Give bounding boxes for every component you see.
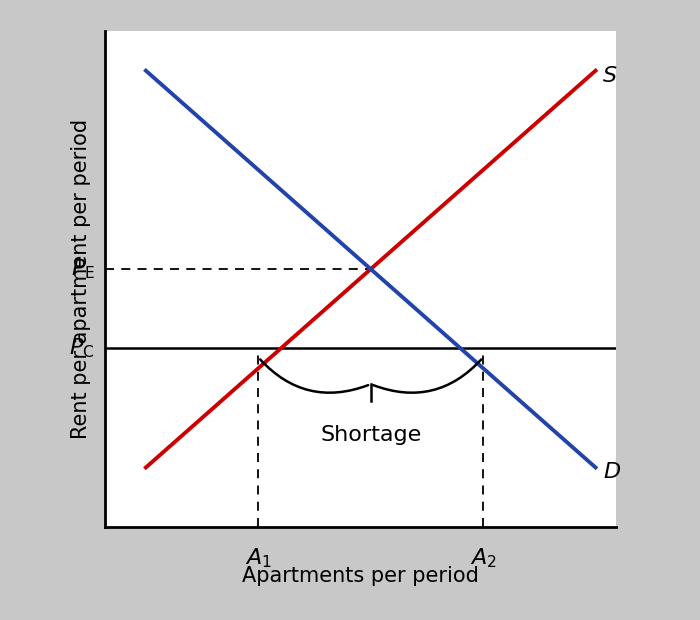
- Y-axis label: Rent per apartment per period: Rent per apartment per period: [71, 119, 91, 439]
- Text: Shortage: Shortage: [320, 425, 421, 445]
- Text: $A_{\rm 1}$: $A_{\rm 1}$: [245, 547, 272, 570]
- Text: $P_{\rm C}$: $P_{\rm C}$: [69, 337, 94, 360]
- Text: D: D: [603, 463, 620, 482]
- Text: S: S: [603, 66, 617, 86]
- Text: $A_{\rm 2}$: $A_{\rm 2}$: [470, 547, 496, 570]
- Text: $P_{\rm E}$: $P_{\rm E}$: [71, 257, 94, 281]
- X-axis label: Apartments per period: Apartments per period: [242, 566, 479, 586]
